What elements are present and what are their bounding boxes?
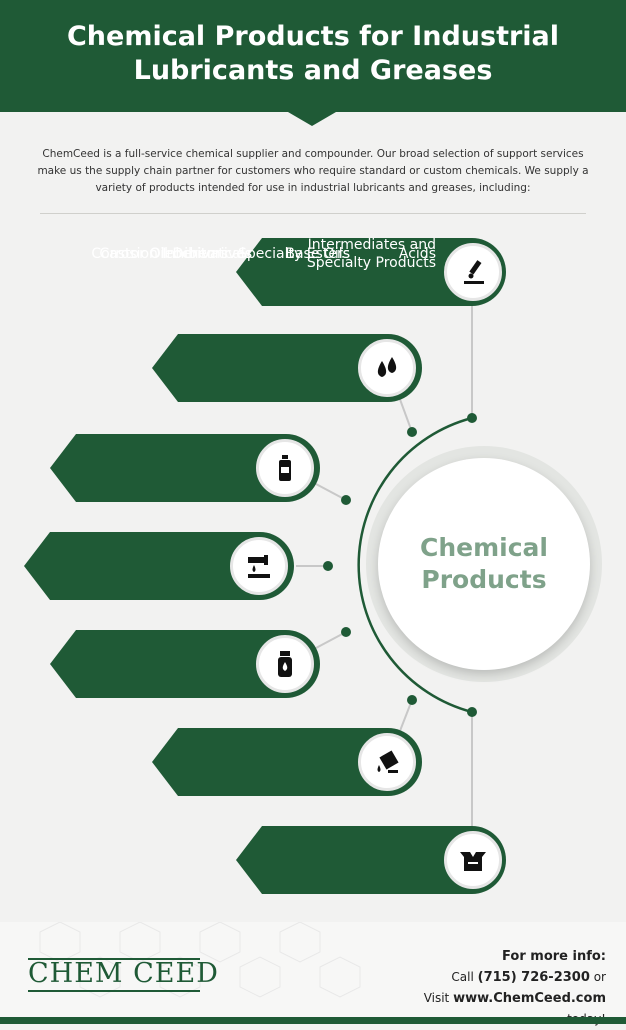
logo-rule-bottom [28,990,200,992]
item-label: Specialty Esters [238,246,350,262]
item-label-multiline: Intermediates and Specialty Products [262,220,436,288]
oil-drops-icon [358,339,416,397]
item-label-line-1: Intermediates and [307,237,436,253]
item-label: Oleochemicals [149,246,252,262]
node-dot [323,561,333,571]
footer [0,922,626,1024]
more-info-label: For more info: [502,949,606,964]
node-dot [467,413,477,423]
footer-bar [0,1017,626,1024]
center-circle: Chemical Products [378,458,590,670]
hex-pattern [39,922,361,998]
item-label: Acids [398,246,436,262]
product-diagram: Chemical Products Acids Base Oils Castor… [0,220,626,910]
item-label-line-2: Specialty Products [306,255,436,271]
chemceed-logo: CHEM CEED [28,958,219,989]
dropper-icon [444,243,502,301]
logo-rule-top [28,958,200,960]
website-link[interactable]: www.ChemCeed.com [453,991,606,1006]
spoke-base-oils [397,393,413,433]
visit-prefix: Visit [423,991,450,1005]
node-dot [467,707,477,717]
spoke-castor [315,483,347,501]
spoke-oleo [315,631,347,649]
intro-paragraph: ChemCeed is a full-service chemical supp… [37,148,589,194]
center-line-2: Products [421,565,547,594]
jar-icon [256,635,314,693]
center-line-1: Chemical [420,533,548,562]
node-dot [407,427,417,437]
contact-info: For more info: Call (715) 726-2300 or Vi… [388,946,606,1030]
item-label: Castor Oil Derivatives [99,246,252,262]
header-banner: Chemical Products for Industrial Lubrica… [0,0,626,112]
title-line-1: Chemical Products for Industrial [66,21,560,52]
bottle-icon [256,439,314,497]
node-dot [341,495,351,505]
divider [40,213,586,214]
item-label: Corrosion Inhibitors [91,246,228,262]
node-dot [341,627,351,637]
call-suffix: or [593,970,606,984]
call-prefix: Call [451,970,474,984]
pipe-drip-icon [230,537,288,595]
pouring-can-icon [358,733,416,791]
node-dot [407,695,417,705]
header-notch [288,112,336,126]
page-title: Chemical Products for Industrial Lubrica… [40,20,586,88]
connector-arc [357,416,473,714]
phone-number[interactable]: (715) 726-2300 [477,970,590,985]
title-line-2: Lubricants and Greases [133,55,493,86]
open-box-icon [444,831,502,889]
item-label: Base Oils [285,246,350,262]
